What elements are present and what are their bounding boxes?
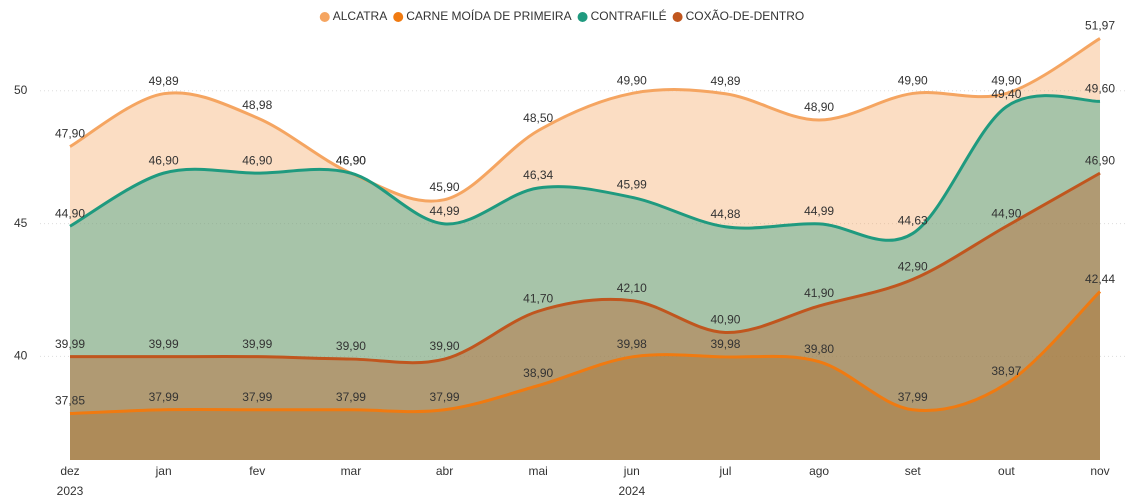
legend: ALCATRA CARNE MOÍDA DE PRIMEIRA CONTRAFILÉ…: [319, 8, 805, 23]
data-label: 39,99: [149, 337, 179, 351]
data-label: 45,90: [430, 180, 460, 194]
data-label: 38,97: [991, 364, 1021, 378]
data-label: 48,90: [804, 100, 834, 114]
x-tick-label: abr: [436, 464, 453, 478]
data-labels: 47,90 49,89 48,98 46,90 45,90 48,50 49,90 49,89…: [55, 19, 1115, 408]
data-label: 47,90: [55, 127, 85, 141]
series-line: [69, 37, 1101, 203]
x-tick-label: jan: [155, 464, 172, 478]
data-label: 46,90: [1085, 153, 1115, 167]
data-label: 38,90: [523, 366, 553, 380]
data-label: 44,90: [55, 206, 85, 220]
legend-marker: [319, 12, 330, 22]
data-label: 49,90: [898, 74, 928, 88]
data-label: 39,80: [804, 342, 834, 356]
data-label: 39,90: [336, 339, 366, 353]
series-line: [69, 94, 1101, 242]
data-label: 46,90: [242, 153, 272, 167]
data-label: 42,10: [617, 281, 647, 295]
data-label: 44,63: [898, 214, 928, 228]
data-label: 39,98: [710, 337, 740, 351]
data-label: 44,99: [804, 204, 834, 218]
data-label: 37,85: [55, 394, 85, 408]
areas: [70, 38, 1100, 460]
x-tick-label: mai: [529, 464, 548, 478]
data-label: 37,99: [242, 390, 272, 404]
x-tick-label: ago: [809, 464, 829, 478]
x-tick-label: fev: [249, 464, 265, 478]
legend-label: CARNE MOÍDA DE PRIMEIRA: [406, 8, 571, 23]
legend-marker: [577, 12, 588, 22]
area-fill: [70, 291, 1100, 460]
x-group-label: 2024: [618, 484, 645, 498]
data-label: 44,90: [991, 206, 1021, 220]
legend-label: CONTRAFILÉ: [591, 8, 667, 23]
data-label: 42,44: [1085, 272, 1115, 286]
data-label: 39,90: [430, 339, 460, 353]
y-tick-label: 40: [14, 349, 28, 363]
lines: [69, 37, 1102, 416]
data-label: 41,70: [523, 291, 553, 305]
x-group-label: 2023: [57, 484, 84, 498]
data-label: 41,90: [804, 286, 834, 300]
x-tick-label: jul: [718, 464, 731, 478]
data-label: 46,90: [149, 153, 179, 167]
data-label: 49,40: [991, 87, 1021, 101]
data-label: 37,99: [336, 390, 366, 404]
series-line: [69, 171, 1101, 365]
data-label: 40,90: [710, 313, 740, 327]
data-label: 39,98: [617, 337, 647, 351]
data-label: 46,90: [336, 153, 366, 167]
data-label: 51,97: [1085, 19, 1115, 33]
data-label: 37,99: [898, 390, 928, 404]
y-tick-label: 45: [14, 216, 28, 230]
x-tick-label: out: [998, 464, 1015, 478]
data-label: 37,99: [430, 390, 460, 404]
data-label: 48,50: [523, 111, 553, 125]
data-label: 49,89: [710, 74, 740, 88]
legend-label: COXÃO-DE-DENTRO: [686, 9, 805, 23]
data-label: 37,99: [149, 390, 179, 404]
data-label: 39,99: [55, 337, 85, 351]
legend-marker: [672, 12, 683, 22]
x-tick-label: set: [905, 464, 922, 478]
data-label: 48,98: [242, 98, 272, 112]
data-label: 46,34: [523, 168, 553, 182]
legend-marker: [393, 12, 404, 22]
x-tick-label: nov: [1090, 464, 1109, 478]
x-tick-label: dez: [60, 464, 79, 478]
data-label: 49,60: [1085, 82, 1115, 96]
x-tick-label: jun: [623, 464, 640, 478]
area-fill: [70, 95, 1100, 460]
data-label: 45,99: [617, 177, 647, 191]
data-label: 49,90: [617, 74, 647, 88]
data-label: 44,88: [710, 207, 740, 221]
series-line: [69, 290, 1102, 416]
data-label: 39,99: [242, 337, 272, 351]
data-label: 46,90: [336, 153, 366, 167]
data-label: 49,89: [149, 74, 179, 88]
data-label: 49,90: [991, 74, 1021, 88]
legend-label: ALCATRA: [333, 9, 387, 23]
data-label: 42,90: [898, 260, 928, 274]
area-fill: [70, 173, 1100, 460]
area-fill: [70, 38, 1100, 460]
data-label: 44,99: [430, 204, 460, 218]
x-tick-label: mar: [341, 464, 362, 478]
y-tick-label: 50: [14, 83, 28, 97]
